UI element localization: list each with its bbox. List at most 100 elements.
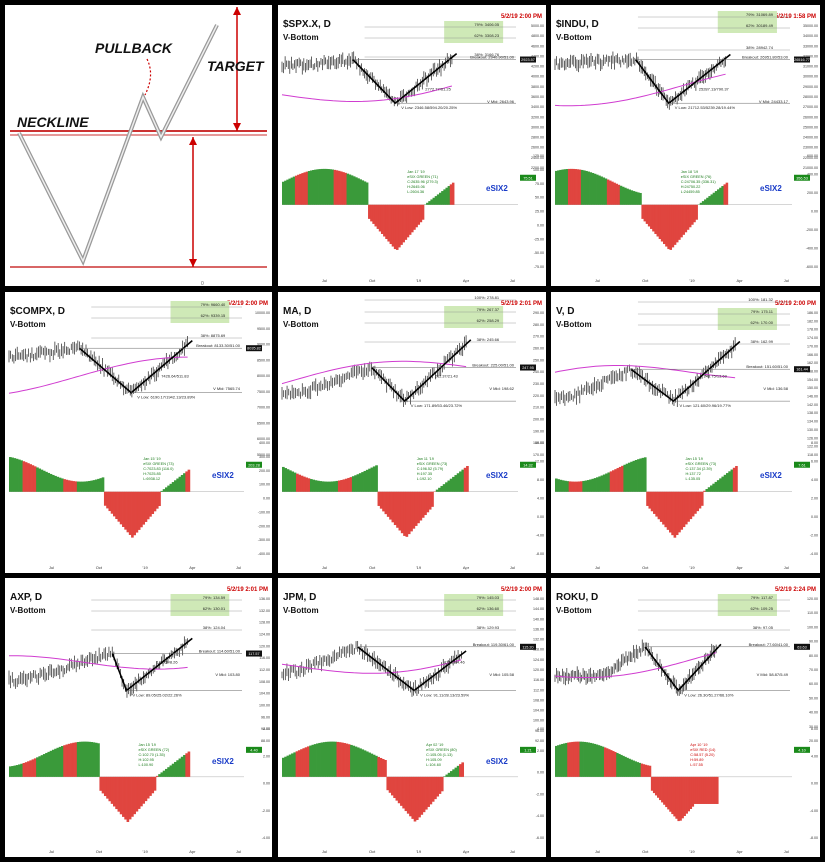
chart-date-stamp: 5/2/19 2:00 PM <box>227 301 268 307</box>
osc-bar <box>54 475 57 492</box>
price-tick-label: 8500.00 <box>257 358 270 362</box>
price-tick-label: 70.00 <box>809 668 818 672</box>
osc-bar <box>9 457 12 492</box>
x-tick-label: Apr <box>189 849 196 854</box>
osc-bar <box>680 204 683 238</box>
osc-bar <box>183 473 186 492</box>
osc-bar <box>361 472 364 492</box>
osc-bar <box>591 172 595 205</box>
osc-bar <box>638 762 642 777</box>
osc-note-line: H:59.89 <box>690 758 703 762</box>
price-tick-label: 5000.00 <box>531 24 544 28</box>
osc-bar <box>632 760 635 777</box>
osc-bar <box>400 204 403 245</box>
osc-tick-label: 8.00 <box>811 727 818 731</box>
osc-bar <box>466 465 469 492</box>
price-tick-label: 270.00 <box>533 335 544 339</box>
osc-bar <box>591 743 595 777</box>
osc-bar <box>445 774 449 777</box>
price-tick-label: 122.00 <box>807 445 818 449</box>
x-tick-label: '19 <box>689 849 695 854</box>
osc-bar <box>623 464 627 492</box>
osc-bar <box>142 491 146 525</box>
x-tick-label: '19 <box>142 849 148 854</box>
osc-bar <box>356 747 360 777</box>
osc-bar <box>559 169 562 205</box>
osc-note-line: Jan 17 '19 <box>407 170 424 174</box>
osc-bar <box>609 180 612 205</box>
osc-bar <box>27 761 30 777</box>
osc-tick-label: -400.00 <box>806 247 818 251</box>
osc-bar <box>440 776 444 792</box>
price-tick-label: 3000.00 <box>531 125 544 129</box>
osc-bar <box>352 745 356 777</box>
osc-bar <box>398 491 402 531</box>
osc-bar <box>36 467 39 492</box>
osc-tick-label: 2.00 <box>263 754 270 758</box>
osc-bar <box>426 202 429 205</box>
osc-label: eSIX2 <box>760 471 782 480</box>
price-tick-label: 20.00 <box>809 739 818 743</box>
osc-bar <box>51 474 55 492</box>
osc-bar <box>124 776 127 820</box>
osc-bar <box>316 743 319 777</box>
osc-bar <box>419 491 423 521</box>
osc-bar <box>417 491 420 524</box>
osc-note-line: eSIX GREEN (76) <box>681 175 712 179</box>
x-tick-label: Jul <box>236 565 241 570</box>
osc-bar <box>712 192 716 205</box>
osc-bar <box>420 776 424 815</box>
osc-bar <box>390 776 394 796</box>
osc-bar <box>573 481 576 492</box>
price-tick-label: 250.00 <box>533 358 544 362</box>
osc-bar <box>329 169 332 205</box>
osc-bar <box>712 776 715 804</box>
osc-bar <box>316 169 319 205</box>
osc-bar <box>624 756 627 777</box>
osc-tick-label: 4.00 <box>537 727 544 731</box>
osc-bar <box>570 168 573 205</box>
v-low-label: V Low: 6190.17/1942.13/23.89% <box>137 395 195 400</box>
osc-bar <box>454 475 458 492</box>
osc-bar <box>47 751 51 777</box>
price-tick-label: 210.00 <box>533 406 544 410</box>
v-low-label: V Low: 2346.58/594.20/20.25% <box>401 105 457 110</box>
osc-bar <box>292 176 296 205</box>
osc-bar <box>176 760 179 777</box>
osc-bar <box>567 742 570 777</box>
osc-bar <box>309 479 313 492</box>
osc-bar <box>671 776 674 815</box>
fib-79-label: 79%: 9660.40 <box>201 302 226 307</box>
chart-ticker: $INDU, D <box>556 19 599 30</box>
osc-bar <box>597 745 601 777</box>
price-tick-label: 32000.00 <box>803 54 818 58</box>
chart-date-stamp: 5/2/19 2:00 PM <box>501 587 542 593</box>
price-tick-label: 260.00 <box>533 347 544 351</box>
osc-bar <box>286 179 289 205</box>
fib-100-label: 100%: 278.81 <box>474 295 499 300</box>
osc-tick-label: -600.00 <box>806 265 818 269</box>
osc-bar <box>33 466 37 492</box>
osc-bar <box>657 491 661 520</box>
price-tag-label: 63.63 <box>797 645 807 649</box>
osc-bar <box>333 481 336 492</box>
osc-bar <box>144 491 148 522</box>
osc-tick-label: 400.00 <box>807 173 818 177</box>
osc-bar <box>15 765 19 777</box>
osc-bar <box>344 172 347 205</box>
osc-bar <box>717 189 720 205</box>
osc-bar <box>647 204 651 227</box>
osc-bar <box>149 776 152 796</box>
price-tick-label: 9000.00 <box>257 343 270 347</box>
chart-pattern-label: V-Bottom <box>556 606 592 615</box>
osc-bar <box>318 742 321 777</box>
osc-tick-label: -8.00 <box>536 552 544 556</box>
osc-bar <box>155 775 159 777</box>
x-tick-label: Oct <box>369 565 376 570</box>
fib-79-label: 79%: 134.59 <box>203 595 226 600</box>
price-tick-label: 120.00 <box>533 668 544 672</box>
osc-bar <box>178 758 182 777</box>
osc-bar <box>436 776 440 797</box>
osc-bar <box>108 491 112 512</box>
moving-average-line <box>9 655 188 670</box>
